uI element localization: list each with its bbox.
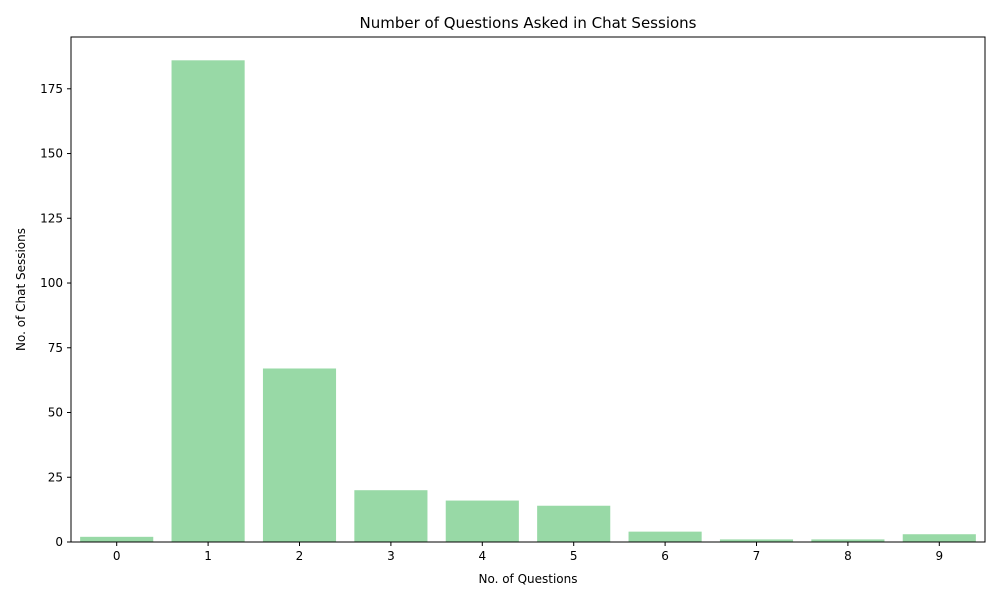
bar-7 bbox=[719, 539, 794, 542]
x-tick-label: 1 bbox=[204, 549, 212, 563]
bar-0 bbox=[80, 536, 154, 542]
y-axis-title: No. of Chat Sessions bbox=[14, 228, 28, 351]
bars-layer bbox=[80, 60, 976, 543]
bar-9 bbox=[902, 534, 976, 542]
y-axis-ticks: 0 25 50 75 100 125 150 175 bbox=[40, 82, 71, 549]
bar-4 bbox=[445, 500, 519, 542]
x-tick-label: 9 bbox=[935, 549, 943, 563]
bar-1 bbox=[171, 60, 245, 543]
chart-title: Number of Questions Asked in Chat Sessio… bbox=[360, 14, 697, 32]
bar-6 bbox=[628, 531, 702, 542]
x-tick-label: 3 bbox=[387, 549, 395, 563]
x-tick-label: 6 bbox=[661, 549, 669, 563]
x-tick-label: 8 bbox=[844, 549, 852, 563]
y-tick-label: 100 bbox=[40, 276, 63, 290]
bar-2 bbox=[262, 368, 337, 542]
x-tick-label: 4 bbox=[478, 549, 486, 563]
x-tick-label: 2 bbox=[296, 549, 304, 563]
bar-5 bbox=[537, 505, 611, 542]
x-axis-ticks: 0 1 2 3 4 5 6 7 8 9 bbox=[113, 542, 943, 563]
y-tick-label: 0 bbox=[55, 535, 63, 549]
bar-3 bbox=[354, 490, 428, 542]
y-tick-label: 25 bbox=[48, 470, 63, 484]
y-tick-label: 75 bbox=[48, 341, 63, 355]
y-tick-label: 150 bbox=[40, 147, 63, 161]
plot-frame bbox=[70, 36, 986, 543]
bar-8 bbox=[811, 539, 885, 542]
y-tick-label: 175 bbox=[40, 82, 63, 96]
x-axis-title: No. of Questions bbox=[478, 572, 577, 586]
x-tick-label: 7 bbox=[753, 549, 761, 563]
y-tick-label: 125 bbox=[40, 211, 63, 225]
x-tick-label: 0 bbox=[113, 549, 121, 563]
x-tick-label: 5 bbox=[570, 549, 578, 563]
y-tick-label: 50 bbox=[48, 406, 63, 420]
